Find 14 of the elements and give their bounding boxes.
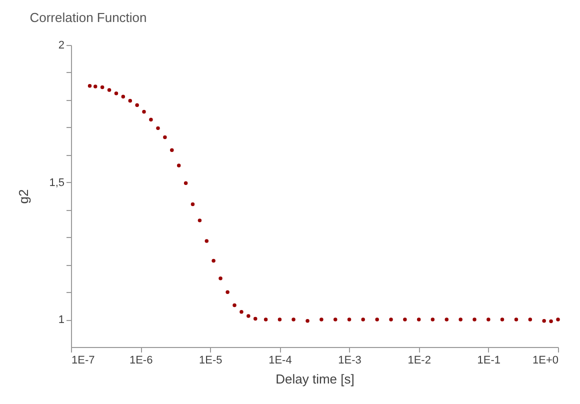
y-tick-label: 2 <box>58 40 64 52</box>
x-axis-title: Delay time [s] <box>276 372 354 386</box>
x-tick-label: 1E-7 <box>72 354 95 366</box>
y-tick-label: 1,5 <box>49 176 64 189</box>
y-axis-title: g2 <box>16 189 32 204</box>
chart-title: Correlation Function <box>30 10 147 25</box>
x-tick-label: 1E+0 <box>532 354 558 366</box>
x-tick-label: 1E-1 <box>477 354 501 366</box>
x-tick-label: 1E-3 <box>338 354 362 366</box>
x-tick-label: 1E-2 <box>408 354 431 366</box>
y-tick-label: 1 <box>58 314 64 326</box>
x-tick-label: 1E-4 <box>268 354 292 366</box>
x-tick-label: 1E-5 <box>199 354 222 366</box>
x-tick-label: 1E-6 <box>129 354 153 366</box>
